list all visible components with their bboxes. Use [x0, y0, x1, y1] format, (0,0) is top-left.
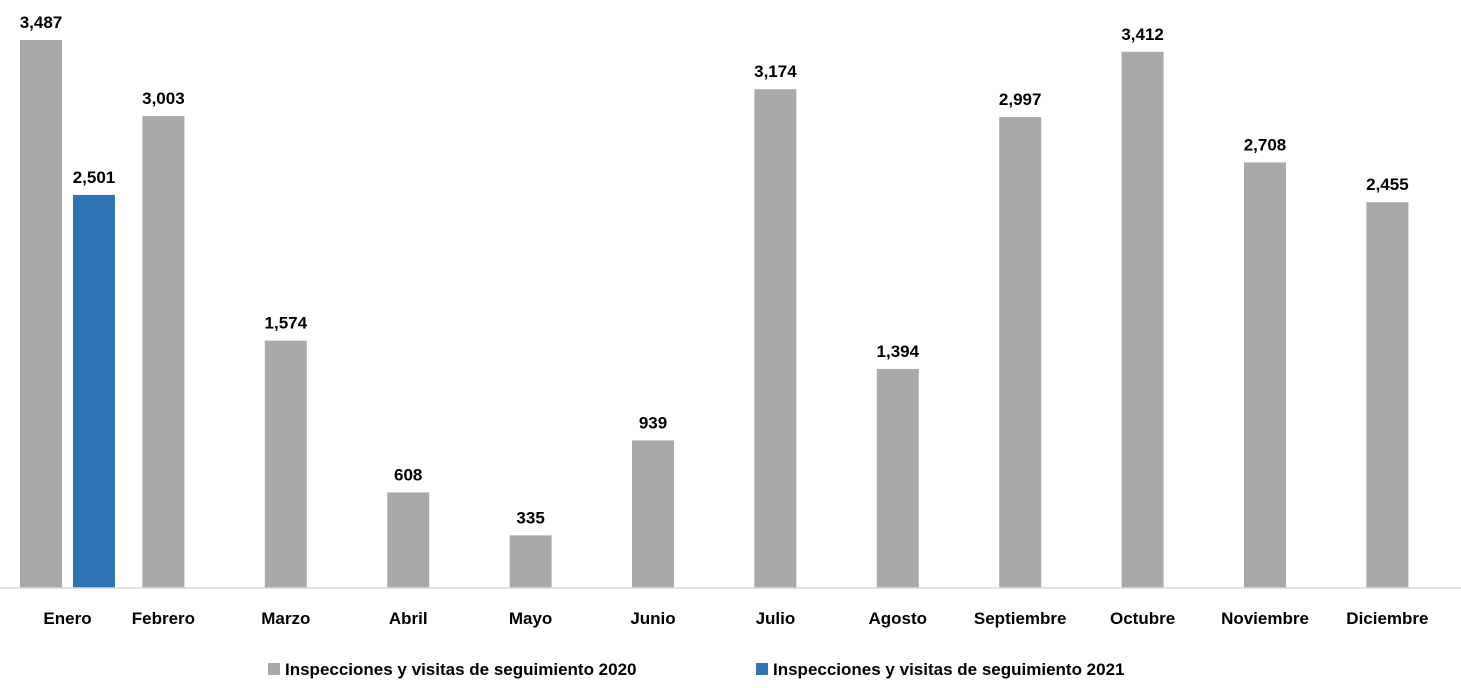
data-label-2021-enero: 2,501 — [73, 168, 116, 187]
bar-2020-febrero — [142, 116, 185, 588]
data-label-2020-noviembre: 2,708 — [1244, 135, 1287, 154]
x-tick-label-mayo: Mayo — [509, 609, 552, 628]
bars-group — [20, 40, 1409, 589]
legend-label-2021: Inspecciones y visitas de seguimiento 20… — [773, 660, 1125, 679]
data-label-2020-abril: 608 — [394, 465, 422, 484]
bar-2020-diciembre — [1366, 202, 1409, 588]
data-label-2020-diciembre: 2,455 — [1366, 175, 1409, 194]
data-labels-group: 3,487 2,501 3,003 1,574 608 335 939 3,174 1,394 2… — [20, 13, 1409, 527]
data-label-2020-febrero: 3,003 — [142, 89, 185, 108]
x-tick-label-julio: Julio — [756, 609, 796, 628]
bar-2021-enero — [73, 194, 115, 589]
bar-2020-julio — [754, 89, 797, 588]
bar-2020-noviembre — [1244, 162, 1286, 588]
bar-2020-junio — [632, 440, 674, 588]
data-label-2020-octubre: 3,412 — [1121, 25, 1164, 44]
legend-swatch-2021 — [756, 663, 768, 675]
data-label-2020-marzo: 1,574 — [265, 314, 308, 333]
x-tick-label-agosto: Agosto — [869, 609, 928, 628]
x-tick-label-octubre: Octubre — [1110, 609, 1175, 628]
data-label-2020-julio: 3,174 — [754, 62, 797, 81]
bar-2020-enero — [20, 40, 62, 588]
x-tick-labels-group: Enero Febrero Marzo Abril Mayo Junio Julio Agos… — [43, 609, 1428, 628]
legend-label-2020: Inspecciones y visitas de seguimiento 20… — [285, 660, 637, 679]
x-tick-label-enero: Enero — [43, 609, 91, 628]
bar-2020-marzo — [264, 340, 307, 588]
x-tick-label-diciembre: Diciembre — [1346, 609, 1428, 628]
bar-2020-septiembre — [999, 117, 1042, 589]
data-label-2020-enero: 3,487 — [20, 13, 63, 32]
bar-2020-agosto — [876, 368, 919, 588]
data-label-2020-mayo: 335 — [516, 508, 544, 527]
bar-2020-mayo — [509, 535, 552, 588]
x-tick-label-noviembre: Noviembre — [1221, 609, 1309, 628]
x-tick-label-marzo: Marzo — [261, 609, 310, 628]
data-label-2020-agosto: 1,394 — [877, 342, 920, 361]
x-tick-label-febrero: Febrero — [132, 609, 195, 628]
data-label-2020-septiembre: 2,997 — [999, 90, 1042, 109]
bar-2020-abril — [387, 492, 430, 588]
x-tick-label-junio: Junio — [630, 609, 675, 628]
x-tick-label-abril: Abril — [389, 609, 428, 628]
legend: Inspecciones y visitas de seguimiento 20… — [268, 660, 1125, 679]
bar-2020-octubre — [1121, 51, 1164, 589]
data-label-2020-junio: 939 — [639, 413, 667, 432]
legend-swatch-2020 — [268, 663, 280, 675]
x-tick-label-septiembre: Septiembre — [974, 609, 1067, 628]
